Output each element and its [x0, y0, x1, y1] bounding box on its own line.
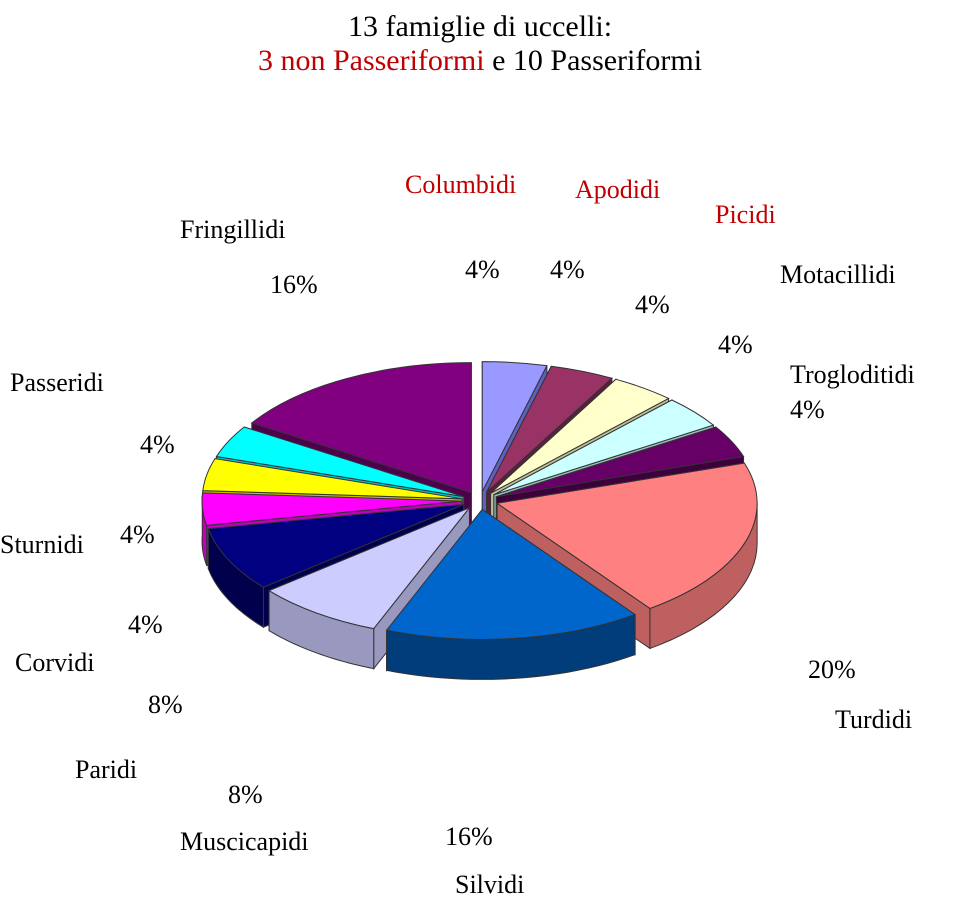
- slice-label: Turdidi: [835, 705, 912, 735]
- slice-pct: 4%: [635, 290, 670, 320]
- title-black: e 10 Passeriformi: [485, 44, 702, 77]
- title-line1: 13 famiglie di uccelli:: [0, 10, 960, 44]
- chart-title: 13 famiglie di uccelli: 3 non Passerifor…: [0, 0, 960, 78]
- slice-label: Fringillidi: [180, 215, 285, 245]
- slice-label: Corvidi: [15, 648, 94, 678]
- slice-pct: 20%: [808, 655, 856, 685]
- slice-pct: 4%: [718, 330, 753, 360]
- slice-label: Passeridi: [10, 368, 104, 398]
- slice-pct: 4%: [550, 255, 585, 285]
- title-line2: 3 non Passeriformi e 10 Passeriformi: [0, 44, 960, 78]
- slice-label: Trogloditidi: [790, 360, 915, 390]
- slice-pct: 16%: [445, 822, 493, 852]
- slice-label: Picidi: [715, 200, 776, 230]
- slice-pct: 8%: [228, 780, 263, 810]
- slice-label: Motacillidi: [780, 260, 896, 290]
- slice-pct: 4%: [128, 610, 163, 640]
- title-red: 3 non Passeriformi: [258, 44, 485, 77]
- slice-label: Paridi: [75, 755, 137, 785]
- slice-label: Columbidi: [405, 170, 516, 200]
- slice-label: Muscicapidi: [180, 827, 309, 857]
- pie-chart: Columbidi 4% Apodidi 4% Picidi 4% Motacillidi 4…: [0, 100, 960, 887]
- slice-pct: 4%: [120, 520, 155, 550]
- slice-label: Apodidi: [575, 175, 660, 205]
- slice-label: Silvidi: [455, 870, 524, 900]
- slice-pct: 8%: [148, 690, 183, 720]
- pie-svg: [0, 100, 960, 887]
- slice-label: Sturnidi: [0, 530, 84, 560]
- slice-pct: 4%: [140, 430, 175, 460]
- slice-pct: 4%: [465, 255, 500, 285]
- slice-pct: 4%: [790, 395, 825, 425]
- slice-pct: 16%: [270, 270, 318, 300]
